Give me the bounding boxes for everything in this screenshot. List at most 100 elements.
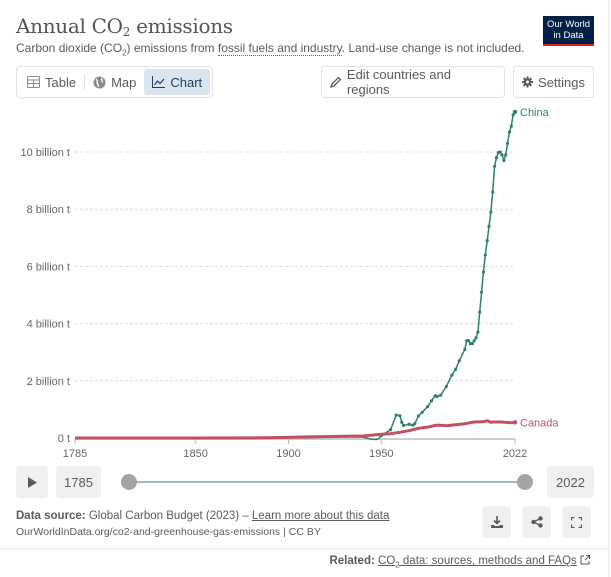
data-point	[474, 336, 478, 340]
fossil-fuels-definition-link[interactable]: fossil fuels and industry	[217, 41, 342, 56]
data-point	[489, 210, 493, 214]
data-point	[498, 150, 502, 154]
series-line-china	[301, 111, 516, 441]
learn-more-link[interactable]: Learn more about this data	[251, 510, 390, 522]
y-tick-label: 4 billion t	[27, 319, 70, 331]
tab-divider	[84, 74, 86, 90]
data-point	[483, 253, 487, 257]
data-point	[470, 342, 474, 346]
related-faq-link[interactable]: CO2 data: sources, methods and FAQs	[378, 555, 577, 570]
settings-button[interactable]: Settings	[513, 66, 594, 98]
tab-map[interactable]: Map	[85, 69, 144, 95]
data-point	[398, 414, 402, 418]
tab-chart-label: Chart	[170, 74, 203, 90]
data-point	[466, 339, 471, 343]
data-point	[413, 422, 417, 426]
data-point	[439, 393, 443, 397]
y-tick-label: 10 billion t	[20, 147, 70, 159]
data-point	[400, 420, 404, 424]
chart-subtitle: Carbon dioxide (CO2) emissions from foss…	[16, 41, 525, 58]
series-line-canada	[75, 419, 516, 440]
chart-url: OurWorldInData.org/co2-and-greenhouse-ga…	[16, 526, 321, 538]
related-link-row: Related: CO2 data: sources, methods and …	[329, 555, 590, 569]
data-point	[402, 423, 406, 428]
data-point	[453, 367, 458, 371]
gear-icon	[522, 76, 534, 88]
tab-map-label: Map	[111, 74, 137, 90]
table-icon	[27, 76, 40, 88]
play-icon	[27, 476, 37, 488]
y-tick-label: 8 billion t	[27, 204, 70, 216]
globe-icon	[93, 76, 106, 88]
chart-title: Annual CO2 emissions	[16, 14, 233, 39]
tab-chart[interactable]: Chart	[144, 69, 211, 95]
external-link-icon	[580, 555, 590, 565]
timeline-controls: 1785 2022	[16, 466, 594, 498]
data-point	[394, 413, 398, 417]
x-tick-label: 1850	[183, 448, 207, 460]
data-point	[472, 339, 476, 343]
data-point	[416, 414, 421, 418]
data-point	[444, 384, 448, 389]
data-point	[504, 153, 508, 157]
data-point	[407, 422, 411, 426]
data-point	[507, 130, 512, 134]
end-year-label: 2022	[547, 466, 594, 498]
x-tick-label: 1950	[369, 448, 393, 460]
data-point	[494, 156, 499, 160]
line-chart-icon	[152, 76, 166, 88]
tab-table[interactable]: Table	[19, 69, 84, 95]
share-button[interactable]	[522, 506, 551, 538]
data-point	[485, 239, 489, 243]
end-point	[512, 109, 518, 115]
download-icon	[490, 516, 503, 528]
data-point	[463, 347, 467, 351]
series-label-china: China	[520, 107, 550, 119]
play-button[interactable]	[16, 466, 48, 498]
data-point	[389, 428, 393, 432]
y-tick-label: 2 billion t	[27, 376, 70, 388]
x-tick-label: 1900	[276, 448, 300, 460]
fullscreen-icon	[571, 516, 582, 528]
timeline-track[interactable]	[129, 481, 525, 483]
x-tick-label: 2022	[503, 448, 527, 460]
data-point	[487, 224, 491, 228]
download-button[interactable]	[482, 506, 511, 538]
data-source: Data source: Global Carbon Budget (2023)…	[16, 510, 390, 522]
data-point	[426, 404, 430, 409]
y-tick-label: 6 billion t	[27, 261, 70, 273]
data-point	[478, 310, 482, 314]
data-point	[479, 290, 484, 294]
data-point	[476, 330, 480, 334]
data-point	[457, 359, 461, 363]
data-point	[429, 399, 434, 403]
data-point	[481, 270, 486, 274]
pencil-icon	[330, 76, 342, 88]
data-point	[450, 373, 454, 377]
data-point	[420, 410, 424, 414]
end-point	[512, 420, 518, 425]
x-tick-label: 1785	[63, 448, 87, 460]
tab-table-label: Table	[45, 74, 77, 90]
share-icon	[530, 516, 543, 528]
start-year-label: 1785	[56, 466, 101, 498]
series-label-canada: Canada	[520, 417, 559, 429]
data-point	[500, 153, 504, 157]
owid-logo[interactable]: Our World in Data	[543, 16, 594, 46]
edit-countries-label: Edit countries and regions	[346, 67, 451, 97]
data-point	[492, 164, 497, 168]
data-point	[509, 124, 513, 128]
footer-divider	[0, 548, 609, 549]
fullscreen-button[interactable]	[562, 506, 591, 538]
data-point	[502, 158, 506, 163]
timeline-start-handle[interactable]	[121, 474, 137, 490]
y-tick-label: 0 t	[58, 433, 70, 445]
data-point	[511, 113, 515, 117]
timeline-end-handle[interactable]	[517, 474, 533, 490]
settings-label: Settings	[538, 74, 585, 90]
edit-countries-button[interactable]: Edit countries and regions	[321, 66, 505, 98]
line-chart: 0 t 2 billion t 4 billion t 6 billion t 8 bi…	[20, 107, 559, 460]
data-point	[435, 394, 439, 399]
data-point	[505, 141, 510, 146]
